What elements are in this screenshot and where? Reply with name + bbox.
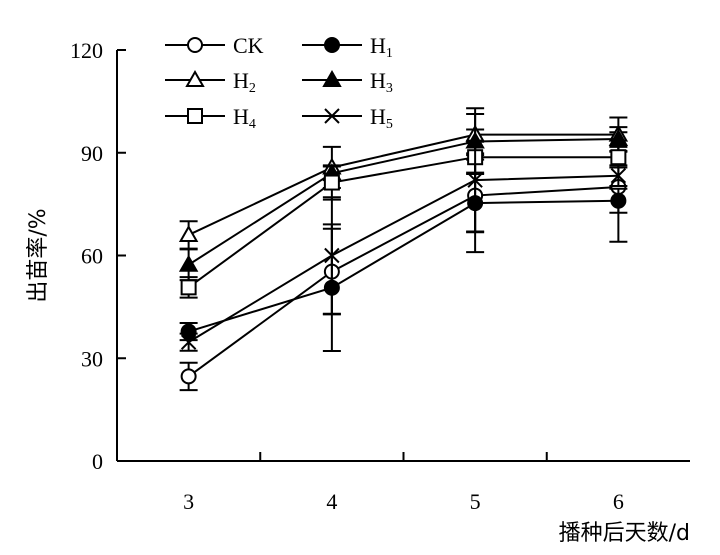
legend-marker	[324, 37, 340, 53]
axes: 0 30 60 90 120 3 4 5 6	[70, 38, 690, 514]
legend-marker	[185, 69, 205, 87]
y-tick-label: 0	[92, 449, 103, 474]
data-point	[610, 149, 627, 166]
legend-item-h5: H5	[302, 104, 393, 132]
y-tick-label: 30	[81, 346, 103, 371]
legend-item-h1: H1	[302, 33, 393, 61]
legend-marker	[187, 37, 203, 53]
data-point	[324, 247, 340, 264]
y-tick-label: 120	[70, 38, 103, 63]
data-point	[180, 279, 197, 296]
legend-item-ck: CK	[165, 33, 264, 58]
legend-subscript: 5	[386, 117, 393, 132]
x-tick-label: 5	[470, 489, 481, 514]
x-axis-label: 播种后天数/d	[559, 521, 690, 546]
data-point	[467, 172, 483, 188]
legend: CK H1 H2 H3 H4 H5	[165, 33, 393, 132]
legend-item-h3: H3	[302, 68, 393, 96]
y-tick-label: 60	[81, 244, 103, 269]
series-line	[188, 199, 619, 333]
data-point	[610, 167, 627, 184]
series-line	[188, 133, 619, 236]
legend-item-h2: H2	[165, 68, 256, 96]
legend-marker	[187, 108, 203, 124]
data-point	[610, 192, 627, 209]
data-point	[323, 174, 340, 191]
series-h1	[179, 172, 628, 353]
legend-label: H1	[370, 33, 393, 61]
legend-marker	[322, 69, 342, 87]
series-h4	[179, 140, 628, 299]
legend-marker	[324, 108, 340, 124]
legend-subscript: 4	[249, 117, 256, 132]
legend-label: H2	[233, 68, 256, 96]
legend-label: H5	[370, 104, 393, 132]
legend-label: CK	[233, 33, 264, 58]
data-point	[180, 368, 197, 385]
x-tick-label: 6	[613, 489, 624, 514]
x-tick-label: 3	[183, 489, 194, 514]
legend-label: H4	[233, 104, 256, 132]
legend-subscript: 3	[386, 81, 393, 96]
series-line	[188, 174, 619, 344]
legend-label: H3	[370, 68, 393, 96]
series-h5	[179, 107, 628, 352]
data-point	[178, 254, 199, 272]
legend-subscript: 1	[386, 46, 393, 61]
data-point	[180, 334, 197, 350]
y-tick-label: 90	[81, 141, 103, 166]
data-point	[178, 224, 199, 242]
series-line	[188, 138, 619, 266]
y-axis-label: 出苗率/%	[26, 208, 51, 302]
series-layer	[178, 107, 629, 392]
x-tick-label: 4	[326, 489, 337, 514]
legend-item-h4: H4	[165, 104, 256, 132]
series-line	[188, 186, 619, 378]
legend-subscript: 2	[249, 81, 256, 96]
series-line	[188, 156, 619, 289]
data-point	[608, 129, 629, 147]
